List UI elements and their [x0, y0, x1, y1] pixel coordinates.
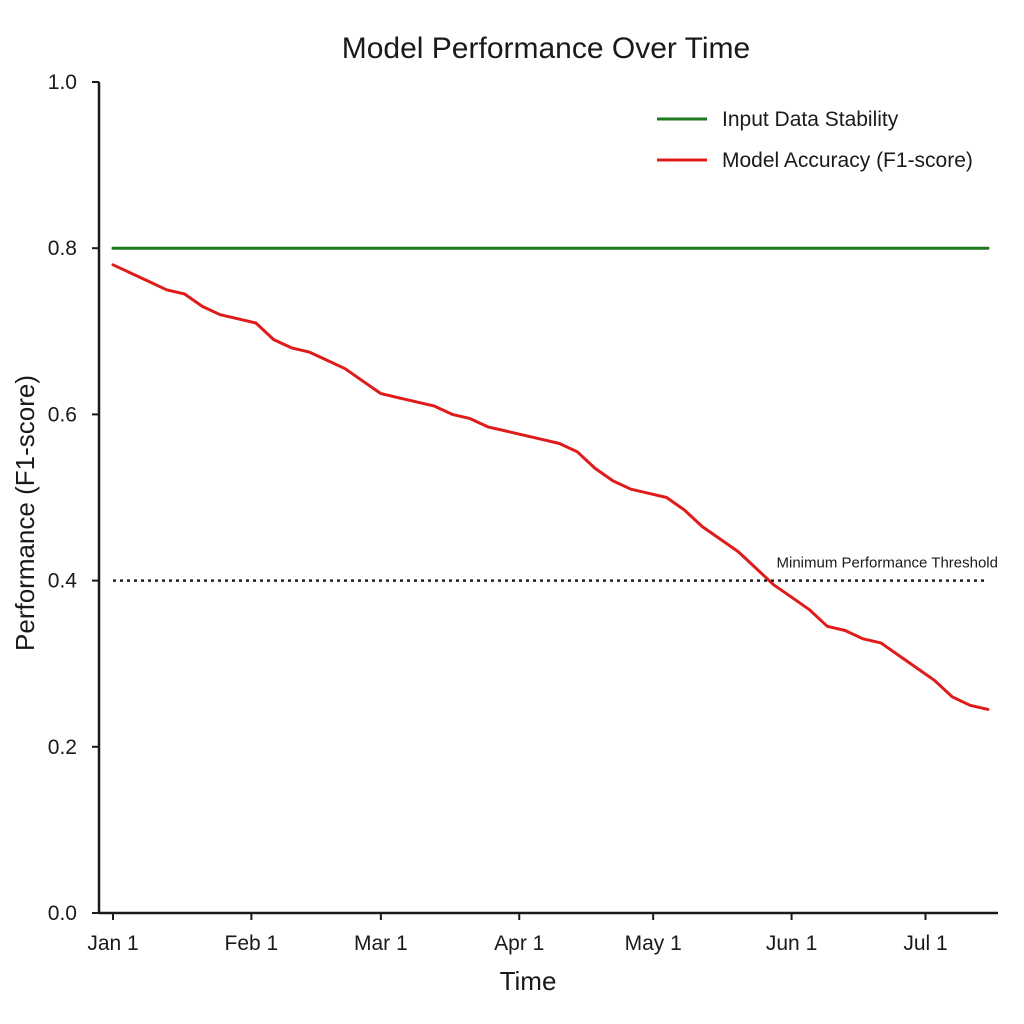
x-tick-label: Jun 1	[766, 932, 817, 955]
annotations: Minimum Performance Threshold	[777, 555, 998, 572]
legend-label: Input Data Stability	[722, 108, 899, 131]
x-axis: Jan 1 Feb 1 Mar 1 Apr 1 May 1 Jun 1 Jul 1	[87, 911, 998, 955]
x-tick-label: Jan 1	[87, 932, 138, 955]
series-line-1	[111, 263, 990, 711]
y-tick-label: 0.8	[48, 237, 77, 260]
x-tick-label: Jul 1	[903, 932, 947, 955]
chart-title: Model Performance Over Time	[342, 32, 750, 65]
x-tick-label: Feb 1	[225, 932, 279, 955]
y-tick-label: 0.2	[48, 736, 77, 759]
series-layer	[111, 246, 990, 711]
legend-label: Model Accuracy (F1-score)	[722, 149, 973, 172]
y-tick-label: 0.0	[48, 902, 77, 925]
y-tick-label: 0.6	[48, 403, 77, 426]
y-axis: 0.0 0.2 0.4 0.6 0.8 1.0	[48, 71, 101, 925]
x-axis-label: Time	[500, 966, 557, 996]
legend: Input Data Stability Model Accuracy (F1-s…	[657, 108, 973, 172]
y-tick-label: 1.0	[48, 71, 77, 94]
x-tick-label: May 1	[625, 932, 682, 955]
x-tick-label: Apr 1	[494, 932, 544, 955]
y-tick-label: 0.4	[48, 570, 78, 593]
x-tick-label: Mar 1	[354, 932, 408, 955]
y-axis-label: Performance (F1-score)	[10, 375, 40, 651]
threshold-annotation: Minimum Performance Threshold	[777, 555, 998, 572]
